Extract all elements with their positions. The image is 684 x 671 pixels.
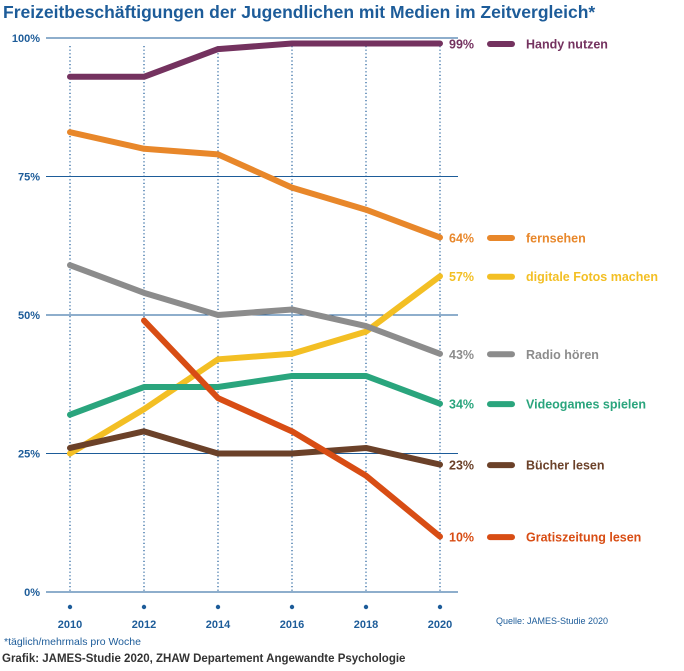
end-value-label: 10% xyxy=(449,531,474,545)
series-lines xyxy=(67,40,443,540)
x-tick-dot xyxy=(141,604,147,610)
legend-label: Handy nutzen xyxy=(526,38,608,52)
legend-label: digitale Fotos machen xyxy=(526,270,658,284)
source-note: Quelle: JAMES-Studie 2020 xyxy=(496,616,608,626)
series-line-0 xyxy=(67,40,443,80)
series-line-5 xyxy=(67,428,443,468)
legend-label: fernsehen xyxy=(526,231,586,245)
x-tick-label: 2020 xyxy=(428,619,452,631)
series-line-3 xyxy=(67,262,443,357)
x-axis-ticks: 2010 2012 2014 2016 2018 2020 xyxy=(58,604,452,631)
end-value-label: 34% xyxy=(449,398,474,412)
end-value-label: 23% xyxy=(449,459,474,473)
legend-label: Gratiszeitung lesen xyxy=(526,531,641,545)
x-tick-dot xyxy=(437,604,443,610)
footnote: *täglich/mehrmals pro Woche xyxy=(4,636,141,648)
x-tick-dot xyxy=(363,604,369,610)
legend-label: Radio hören xyxy=(526,348,599,362)
x-tick-dot xyxy=(67,604,73,610)
y-tick-label: 0% xyxy=(24,587,40,599)
end-value-label: 57% xyxy=(449,270,474,284)
x-tick-dot xyxy=(215,604,221,610)
end-labels: 99% Handy nutzen 64% fernsehen 57% digitale F… xyxy=(449,38,658,545)
legend-label: Bücher lesen xyxy=(526,459,605,473)
chart-title: Freizeitbeschäftigungen der Jugendlichen… xyxy=(3,2,596,22)
end-value-label: 43% xyxy=(449,348,474,362)
series-line-4 xyxy=(67,372,443,418)
legend-label: Videogames spielen xyxy=(526,398,646,412)
y-tick-label: 75% xyxy=(18,172,40,184)
y-tick-label: 50% xyxy=(18,310,40,322)
series-line-2 xyxy=(67,273,443,457)
end-value-label: 99% xyxy=(449,38,474,52)
y-axis-ticks: 0% 25% 50% 75% 100% xyxy=(12,33,40,599)
x-tick-label: 2014 xyxy=(206,619,231,631)
series-line-1 xyxy=(67,129,443,241)
credit-line: Grafik: JAMES-Studie 2020, ZHAW Departem… xyxy=(2,653,406,665)
y-tick-label: 25% xyxy=(18,449,40,461)
end-value-label: 64% xyxy=(449,231,474,245)
x-tick-label: 2010 xyxy=(58,619,82,631)
x-tick-label: 2016 xyxy=(280,619,304,631)
x-tick-label: 2018 xyxy=(354,619,378,631)
y-tick-label: 100% xyxy=(12,33,40,45)
x-tick-dot xyxy=(289,604,295,610)
series-line-6 xyxy=(141,317,443,540)
x-tick-label: 2012 xyxy=(132,619,156,631)
